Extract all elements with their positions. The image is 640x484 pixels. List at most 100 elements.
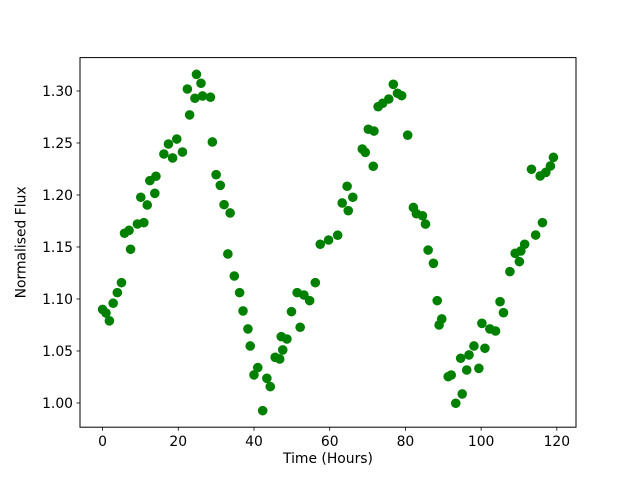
data-point — [211, 169, 221, 180]
data-point — [116, 277, 127, 288]
data-point — [177, 147, 188, 157]
data-point — [215, 180, 226, 191]
data-point — [343, 205, 354, 216]
data-point — [514, 256, 525, 267]
data-point — [474, 363, 484, 374]
data-point — [163, 139, 174, 149]
data-point — [124, 225, 134, 236]
data-point — [243, 324, 253, 334]
data-point — [295, 322, 305, 333]
y-tick-label: 1.00 — [42, 396, 73, 412]
data-point — [205, 92, 216, 103]
data-point — [225, 208, 235, 218]
data-point — [461, 365, 472, 375]
data-point — [197, 91, 208, 101]
data-point — [323, 235, 334, 245]
data-point — [396, 90, 407, 101]
data-point — [150, 188, 160, 199]
data-point — [519, 239, 530, 250]
x-tick-label: 0 — [98, 434, 107, 450]
data-point — [135, 192, 146, 203]
data-point — [223, 249, 233, 259]
x-tick-label: 80 — [397, 434, 415, 450]
y-tick-label: 1.30 — [42, 84, 73, 100]
y-axis-label: Normalised Flux — [14, 186, 30, 298]
data-point — [282, 334, 292, 344]
data-point — [383, 94, 394, 104]
data-point — [249, 370, 259, 380]
data-point — [245, 341, 256, 351]
data-point — [360, 147, 371, 158]
data-point — [417, 210, 428, 221]
data-point — [446, 370, 457, 380]
data-point — [464, 350, 474, 360]
x-tick-label: 40 — [245, 434, 263, 450]
data-point — [402, 130, 413, 140]
data-point — [182, 84, 193, 94]
data-point — [420, 219, 431, 229]
data-point — [262, 373, 272, 384]
data-point — [112, 287, 123, 298]
data-point — [530, 230, 541, 240]
y-tick-label: 1.20 — [42, 188, 73, 204]
data-point — [238, 306, 248, 316]
data-point — [219, 199, 229, 210]
data-point — [304, 295, 315, 306]
data-point — [207, 137, 218, 147]
x-tick-label: 120 — [544, 434, 571, 450]
data-point — [498, 307, 509, 318]
data-point — [229, 271, 240, 281]
data-point — [315, 239, 326, 250]
data-point — [142, 200, 153, 210]
data-point — [436, 314, 447, 324]
data-point — [257, 405, 268, 416]
data-point — [455, 353, 466, 364]
data-point — [477, 318, 487, 329]
data-point — [505, 266, 515, 277]
data-point — [252, 362, 263, 373]
data-point — [190, 93, 200, 104]
data-point — [369, 126, 379, 136]
data-point — [432, 295, 443, 306]
data-point — [196, 78, 206, 89]
y-tick-label: 1.15 — [42, 240, 73, 256]
data-point — [104, 316, 115, 326]
x-tick-label: 100 — [468, 434, 495, 450]
data-point — [234, 287, 245, 298]
data-point — [274, 354, 285, 364]
data-point — [184, 110, 195, 120]
data-point — [171, 134, 182, 144]
data-point — [310, 277, 321, 288]
data-point — [159, 149, 169, 159]
data-point — [125, 244, 136, 255]
data-point — [101, 308, 111, 318]
y-tick-label: 1.10 — [42, 292, 73, 308]
data-point — [265, 381, 276, 392]
data-point — [428, 258, 439, 269]
data-point — [286, 306, 297, 317]
data-point — [545, 161, 556, 171]
data-point — [277, 345, 288, 355]
data-point — [337, 198, 347, 208]
data-point — [167, 153, 178, 163]
data-point — [332, 230, 343, 241]
data-point — [526, 164, 537, 175]
data-point — [537, 217, 548, 228]
data-point — [450, 398, 461, 409]
data-point — [480, 343, 490, 354]
data-point — [495, 296, 505, 307]
x-tick-label: 20 — [169, 434, 187, 450]
data-point — [548, 152, 559, 163]
x-tick-label: 60 — [321, 434, 339, 450]
data-point — [423, 245, 433, 255]
data-point — [139, 217, 149, 228]
data-point — [342, 181, 352, 192]
data-point — [347, 192, 358, 203]
data-point — [368, 161, 379, 172]
data-point — [469, 341, 479, 351]
data-point — [490, 326, 501, 336]
data-point — [457, 389, 468, 399]
y-tick-label: 1.25 — [42, 136, 73, 152]
